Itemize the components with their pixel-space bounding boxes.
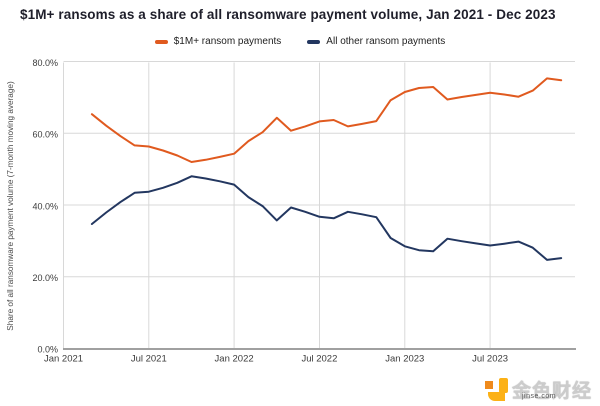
jinse-logo-icon — [484, 378, 508, 401]
y-tick-label-80: 80.0% — [32, 58, 58, 68]
legend-label: $1M+ ransom payments — [173, 36, 282, 47]
chart-title: $1M+ ransoms as a share of all ransomwar… — [20, 7, 556, 22]
x-tick-label-jan23: Jan 2023 — [385, 354, 424, 365]
legend-item-1m-plus: $1M+ ransom payments — [154, 36, 282, 47]
watermark: 金色财经 jinse.com — [484, 376, 592, 403]
gridlines — [63, 61, 575, 349]
y-tick-label-40: 40.0% — [32, 201, 58, 211]
y-tick-label-20: 20.0% — [32, 273, 58, 283]
x-tick-label-jul23: Jul 2023 — [472, 354, 508, 365]
legend-marker-navy-icon — [307, 39, 321, 44]
watermark-text: 金色财经 — [511, 381, 592, 402]
watermark-subtext: jinse.com — [521, 393, 557, 400]
legend-item-all-other: All other ransom payments — [307, 36, 445, 47]
series-line-all-other-ransom — [90, 175, 563, 261]
legend-marker-orange-icon — [154, 39, 168, 44]
x-tick-label-jan22: Jan 2022 — [215, 354, 254, 365]
x-tick-label-jul21: Jul 2021 — [131, 354, 167, 365]
x-tick-label-jan21: Jan 2021 — [44, 354, 83, 365]
series-lines — [90, 77, 563, 261]
x-tick-label-jul22: Jul 2022 — [301, 354, 337, 365]
y-tick-label-60: 60.0% — [32, 130, 58, 140]
legend: $1M+ ransom payments All other ransom pa… — [0, 36, 600, 47]
watermark-text-wrap: 金色财经 jinse.com — [512, 376, 592, 403]
y-tick-label-0: 0.0% — [37, 345, 58, 355]
series-line-1m-plus-ransom — [90, 77, 563, 163]
legend-label: All other ransom payments — [326, 36, 446, 47]
y-axis-title: Share of all ransomware payment volume (… — [6, 81, 15, 331]
